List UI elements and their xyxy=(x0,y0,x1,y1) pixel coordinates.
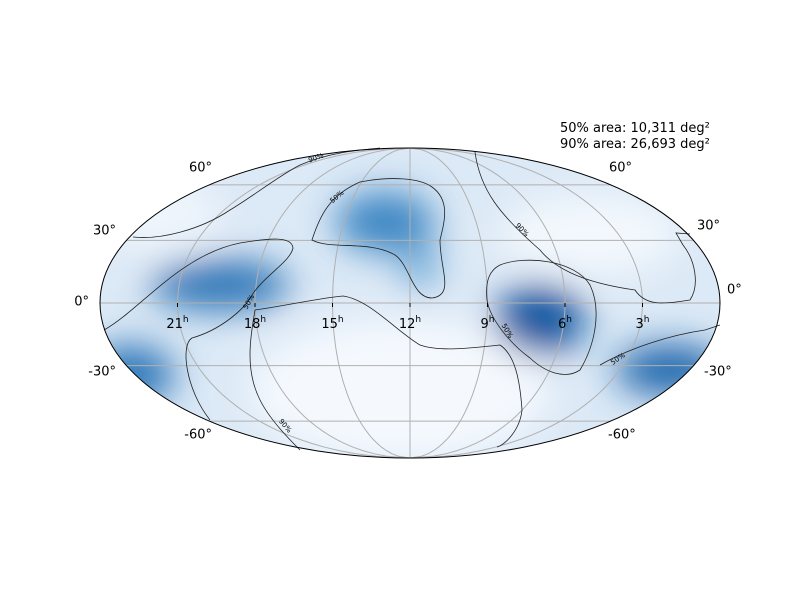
ra-label: 9h xyxy=(481,315,495,332)
contour-50 xyxy=(486,259,597,375)
ra-unit: h xyxy=(415,315,421,325)
lat-label: 0° xyxy=(727,283,742,298)
contour-50 xyxy=(103,238,294,421)
ra-value: 12 xyxy=(399,317,416,332)
ra-value: 6 xyxy=(558,317,566,332)
ra-unit: h xyxy=(566,315,572,325)
area-label: 90% area: 26,693 deg² xyxy=(560,137,710,152)
ra-unit: h xyxy=(489,315,495,325)
contour-50 xyxy=(311,178,446,299)
ra-unit: h xyxy=(338,315,344,325)
lat-label: -60° xyxy=(184,428,212,443)
ra-value: 21 xyxy=(166,317,183,332)
contour-50 xyxy=(599,324,721,366)
lat-label: 60° xyxy=(609,161,632,176)
ra-unit: h xyxy=(644,315,650,325)
ra-value: 3 xyxy=(636,317,644,332)
area-label: 50% area: 10,311 deg² xyxy=(560,121,710,136)
ra-label: 18h xyxy=(244,315,266,332)
lat-label: 0° xyxy=(74,295,89,310)
ra-value: 15 xyxy=(321,317,338,332)
map-border xyxy=(99,147,721,459)
ra-label: 3h xyxy=(636,315,650,332)
contours xyxy=(103,147,721,451)
ra-value: 18 xyxy=(244,317,261,332)
lat-label: 30° xyxy=(697,219,720,234)
ra-label: 15h xyxy=(321,315,343,332)
ra-value: 9 xyxy=(481,317,489,332)
ra-unit: h xyxy=(183,315,189,325)
probability-map xyxy=(100,148,720,458)
contour-90 xyxy=(132,147,381,238)
ra-label: 6h xyxy=(558,315,572,332)
lat-label: -30° xyxy=(88,365,116,380)
contour-90 xyxy=(254,295,523,448)
lat-label: 60° xyxy=(189,161,212,176)
contour-90 xyxy=(474,151,696,304)
ra-label: 12h xyxy=(399,315,421,332)
ra-unit: h xyxy=(260,315,266,325)
contour-90 xyxy=(249,309,301,451)
lat-label: -30° xyxy=(704,365,732,380)
ra-label: 21h xyxy=(166,315,188,332)
lat-label: 30° xyxy=(93,224,116,239)
lat-label: -60° xyxy=(608,428,636,443)
